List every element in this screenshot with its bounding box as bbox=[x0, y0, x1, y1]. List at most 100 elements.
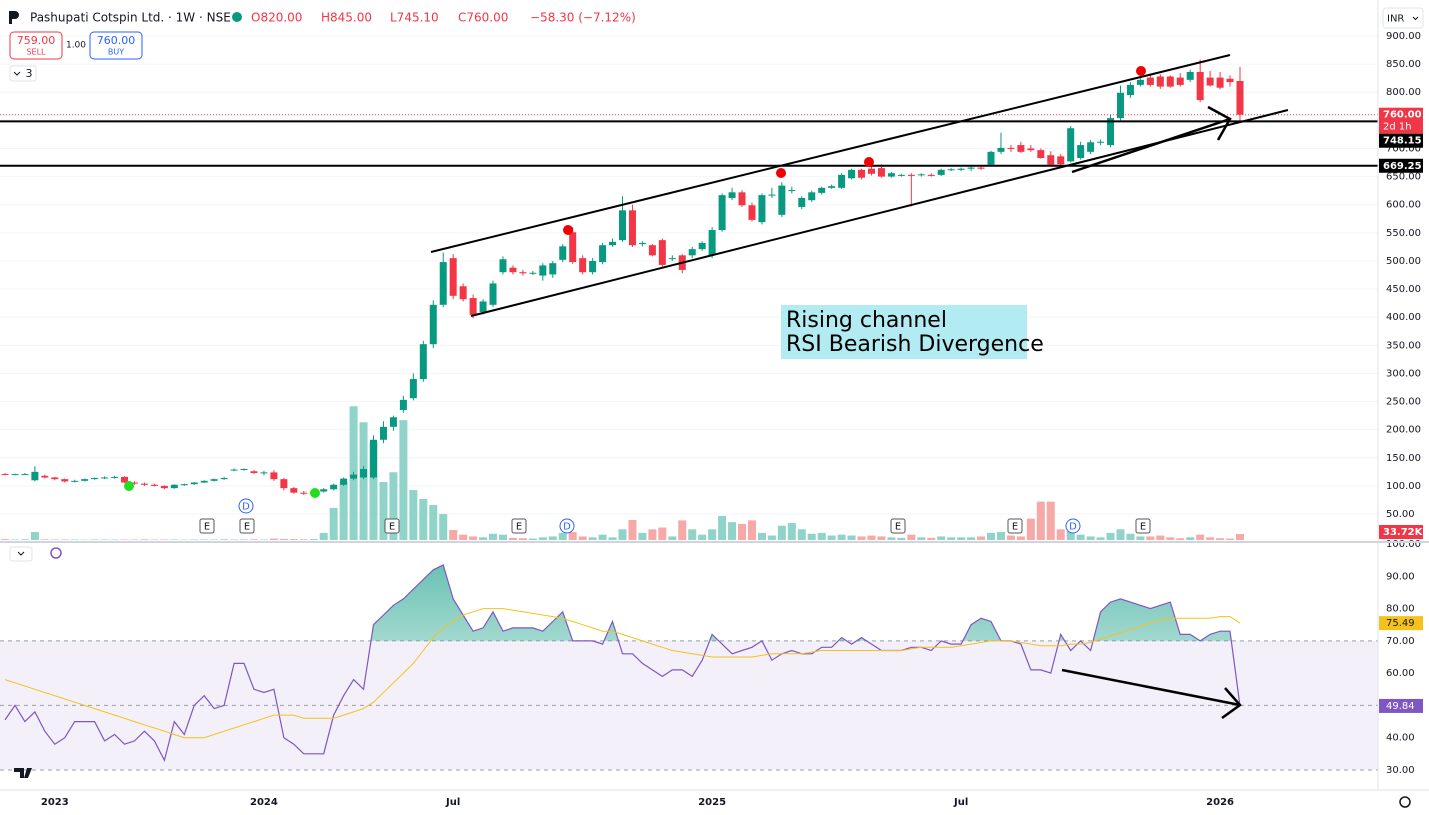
volume-bar bbox=[1176, 538, 1185, 540]
candle-body bbox=[479, 301, 487, 313]
candle-body bbox=[1007, 147, 1015, 149]
currency-button[interactable] bbox=[1382, 7, 1424, 29]
volume-bar bbox=[269, 538, 278, 540]
candle-body bbox=[987, 151, 995, 165]
event-marker[interactable] bbox=[199, 518, 215, 534]
hline-label-box bbox=[1379, 133, 1423, 148]
volume-bar bbox=[140, 539, 149, 540]
candle-body bbox=[81, 479, 89, 481]
event-marker[interactable] bbox=[384, 518, 400, 534]
candle-body bbox=[350, 474, 358, 479]
sell-button[interactable] bbox=[9, 31, 63, 60]
candle-body bbox=[628, 210, 636, 246]
symbol-title[interactable]: Pashupati Cotspin Ltd. · 1W · NSE bbox=[30, 11, 231, 25]
volume-bar bbox=[807, 533, 816, 540]
volume-bar bbox=[688, 529, 697, 540]
candle-body bbox=[1196, 71, 1204, 101]
candle-body bbox=[150, 484, 158, 486]
indicator-toggle[interactable] bbox=[9, 65, 37, 82]
candle-body bbox=[489, 283, 497, 305]
signal-marker bbox=[124, 481, 134, 491]
volume-bar bbox=[877, 536, 886, 540]
candle-body bbox=[519, 272, 527, 274]
refresh-icon[interactable] bbox=[50, 547, 62, 559]
candle-body bbox=[1206, 77, 1214, 86]
candle-body bbox=[180, 484, 188, 486]
candle-body bbox=[539, 265, 547, 276]
volume-bar bbox=[240, 539, 249, 540]
volume-bar bbox=[1226, 538, 1235, 540]
candle-body bbox=[330, 484, 338, 490]
volume-bar bbox=[150, 539, 159, 540]
y-tick-label: 500.00 bbox=[1386, 256, 1421, 267]
candle-body bbox=[469, 298, 477, 315]
y-tick-label: 700.00 bbox=[1386, 143, 1421, 154]
event-marker[interactable] bbox=[238, 498, 254, 514]
candle-body bbox=[529, 272, 537, 274]
candle-body bbox=[858, 169, 866, 178]
volume-bar bbox=[1126, 533, 1135, 540]
event-marker[interactable] bbox=[239, 518, 255, 534]
event-marker[interactable] bbox=[1007, 518, 1023, 534]
volume-bar bbox=[489, 533, 498, 540]
event-marker[interactable] bbox=[1065, 518, 1081, 534]
candle-body bbox=[340, 478, 348, 485]
settings-icon[interactable] bbox=[1399, 796, 1411, 808]
candle-body bbox=[1097, 141, 1105, 143]
event-label: E bbox=[516, 522, 522, 533]
candle-body bbox=[559, 246, 567, 260]
y-tick-label: 650.00 bbox=[1386, 172, 1421, 183]
sell-price: 759.00 bbox=[17, 34, 56, 47]
candle-body bbox=[1156, 76, 1164, 87]
event-marker[interactable] bbox=[890, 518, 906, 534]
volume-bar bbox=[1076, 534, 1085, 540]
y-tick-label: 200.00 bbox=[1386, 425, 1421, 436]
candle-body bbox=[947, 169, 955, 171]
volume-bar bbox=[1096, 537, 1105, 540]
volume-bar bbox=[40, 539, 49, 540]
pane-toggle[interactable] bbox=[9, 546, 33, 562]
y-tick-label: 250.00 bbox=[1386, 397, 1421, 408]
volume-bar bbox=[369, 441, 378, 540]
candle-body bbox=[738, 192, 746, 206]
market-status[interactable] bbox=[232, 12, 242, 22]
x-tick-label: Jul bbox=[953, 797, 968, 808]
volume-bar bbox=[1056, 529, 1065, 540]
volume-bar bbox=[1106, 532, 1115, 540]
event-marker[interactable] bbox=[559, 518, 575, 534]
volume-bar bbox=[220, 539, 229, 540]
buy-price: 760.00 bbox=[97, 34, 136, 47]
volume-bar bbox=[469, 536, 478, 540]
volume-bar bbox=[518, 538, 527, 540]
event-marker[interactable] bbox=[1135, 518, 1151, 534]
event-label: E bbox=[244, 522, 250, 533]
volume-bar bbox=[977, 536, 986, 540]
volume-bar bbox=[210, 539, 219, 540]
ohlc-high: H845.00 bbox=[321, 11, 372, 25]
candle-body bbox=[728, 192, 736, 198]
signal-marker bbox=[310, 488, 320, 498]
volume-bar bbox=[60, 539, 69, 540]
candle-body bbox=[619, 210, 626, 241]
volume-bar bbox=[857, 536, 866, 540]
volume-bar bbox=[309, 539, 318, 540]
candle-body bbox=[210, 479, 218, 481]
candle-body bbox=[1236, 80, 1244, 115]
end-label: 75.49 bbox=[1386, 618, 1415, 629]
volume-bar bbox=[638, 532, 647, 540]
event-label: E bbox=[1140, 522, 1146, 533]
y-tick-label: 80.00 bbox=[1386, 604, 1415, 615]
candle-body bbox=[1146, 77, 1154, 85]
signal-marker bbox=[563, 225, 573, 235]
event-marker[interactable] bbox=[511, 518, 527, 534]
buy-button[interactable] bbox=[89, 31, 143, 60]
candle-body bbox=[140, 483, 148, 485]
candle-body bbox=[798, 197, 806, 207]
rsi-arrow bbox=[1061, 668, 1242, 720]
volume-bar bbox=[668, 536, 677, 540]
event-markers: E D E E E D E E D E bbox=[199, 498, 1151, 534]
tv-logo[interactable] bbox=[14, 768, 32, 778]
candle-body bbox=[997, 147, 1005, 152]
